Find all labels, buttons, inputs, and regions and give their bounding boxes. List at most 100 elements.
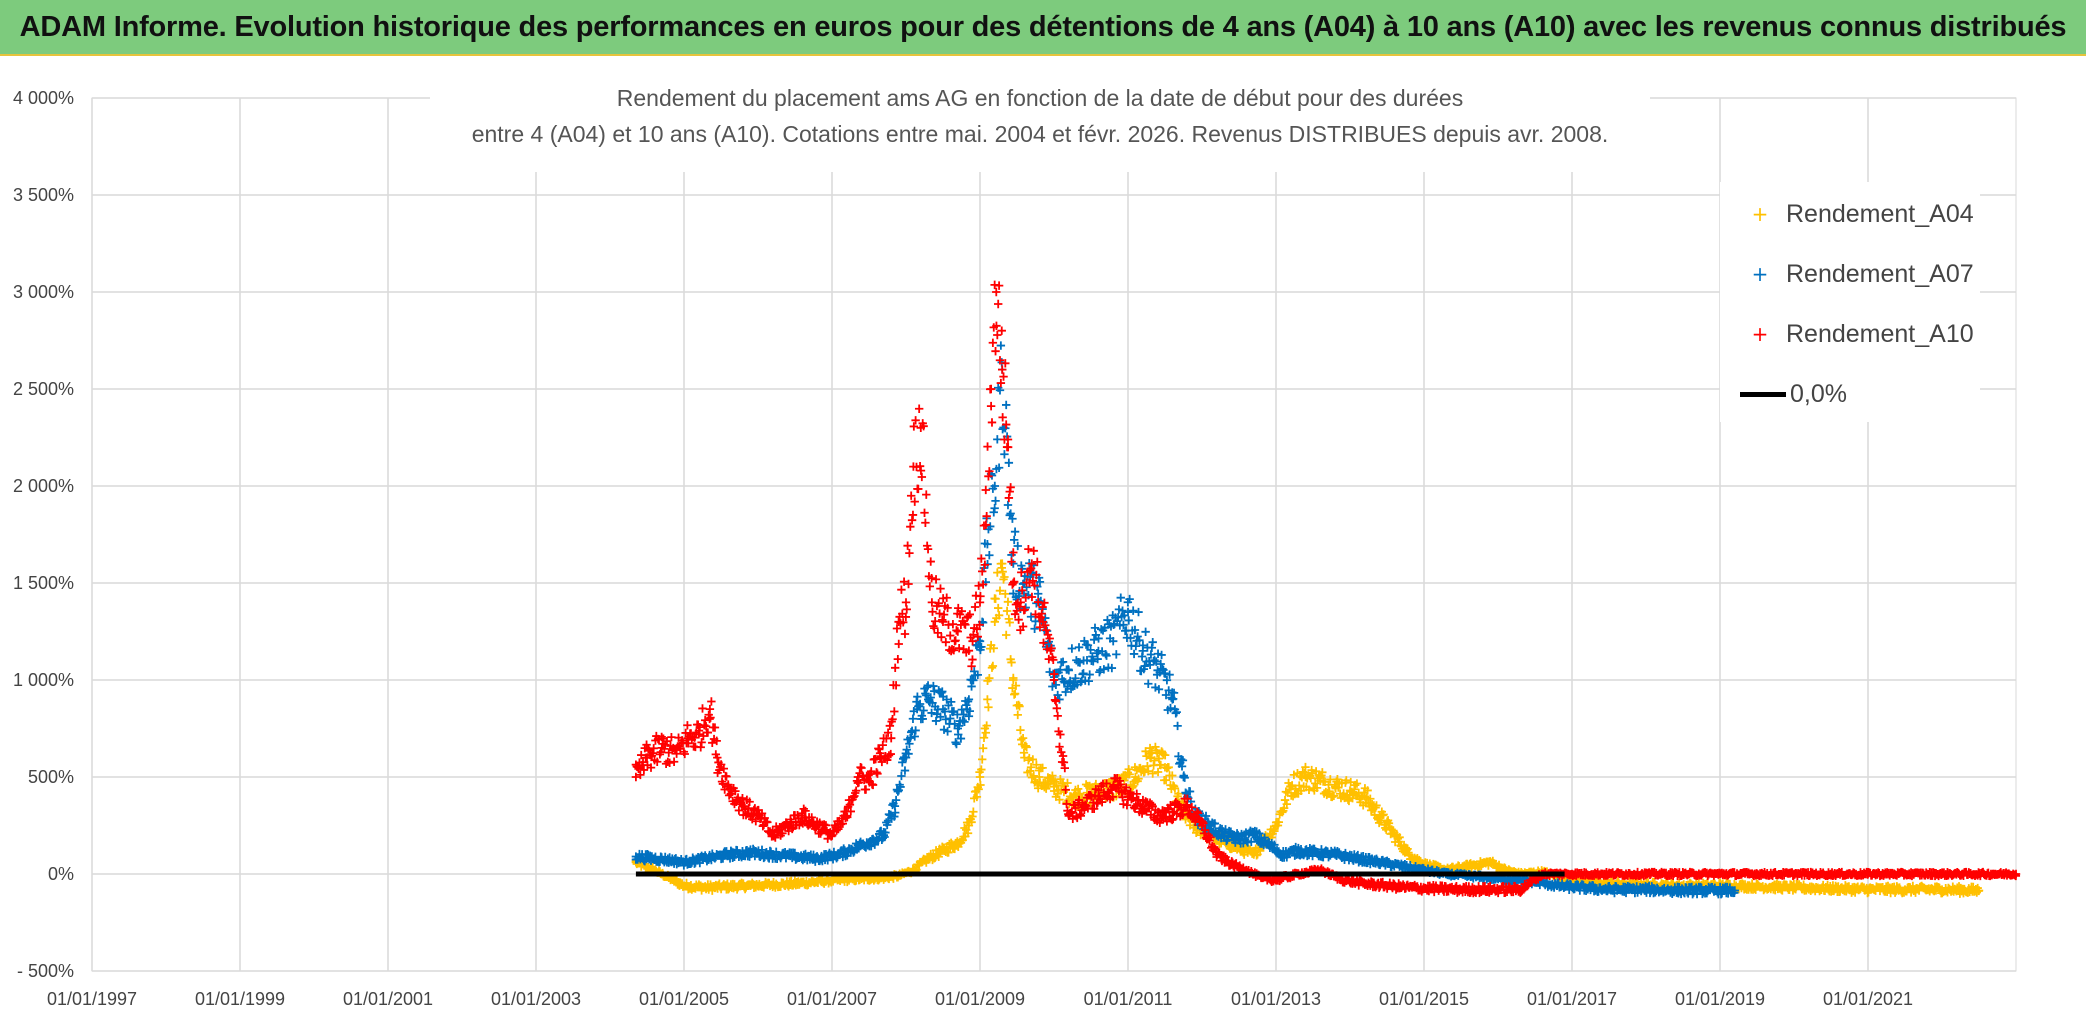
data-point (1026, 612, 1036, 621)
data-point (1160, 750, 1170, 760)
data-point (1089, 635, 1099, 644)
data-point (917, 472, 927, 482)
data-point (982, 721, 991, 730)
data-point (975, 772, 985, 782)
data-point (1013, 710, 1022, 720)
data-point (911, 726, 920, 735)
data-point (1350, 780, 1360, 790)
data-point (985, 674, 994, 683)
legend-label-a04: Rendement_A04 (1786, 199, 1974, 228)
data-point (983, 695, 992, 704)
data-point (950, 719, 959, 729)
data-point (946, 631, 955, 640)
data-point (919, 706, 928, 715)
data-point (1013, 541, 1022, 551)
data-point (941, 638, 951, 647)
data-point (959, 710, 968, 719)
data-point (1301, 772, 1310, 782)
data-point (977, 765, 986, 774)
data-point (1900, 885, 1910, 894)
data-point (1028, 755, 1038, 764)
data-point (893, 654, 903, 664)
legend-item-zero: 0,0% (1740, 374, 1847, 414)
data-point (1342, 776, 1351, 785)
data-point (927, 708, 936, 718)
data-point (1015, 702, 1024, 711)
y-tick-label: 4 000% (13, 88, 74, 108)
data-point (1094, 634, 1103, 643)
data-point (1032, 760, 1041, 769)
data-point (963, 829, 973, 838)
y-tick-label: 500% (28, 767, 74, 787)
chart-legend: + Rendement_A04 + Rendement_A07 + Rendem… (1720, 182, 1980, 422)
data-point (983, 442, 992, 451)
x-tick-label: 01/01/2017 (1527, 989, 1617, 1009)
data-point (1363, 786, 1372, 795)
x-tick-label: 01/01/2003 (491, 989, 581, 1009)
data-point (1093, 654, 1102, 664)
data-point (942, 695, 951, 704)
data-point (991, 346, 1000, 356)
series-rendement-a07 (631, 341, 1739, 899)
data-point (998, 413, 1007, 422)
data-point (926, 557, 935, 566)
data-point (989, 644, 998, 653)
data-point (946, 697, 956, 707)
data-point (988, 661, 998, 671)
data-point (1031, 777, 1040, 786)
data-point (975, 598, 985, 607)
data-point (1074, 643, 1084, 652)
data-point (1125, 770, 1134, 779)
data-point (1346, 777, 1355, 787)
data-point (1009, 578, 1018, 588)
data-point (1752, 882, 1762, 891)
x-tick-label: 01/01/2005 (639, 989, 729, 1009)
data-point (977, 642, 986, 652)
data-point (954, 643, 964, 653)
data-point (1018, 733, 1028, 743)
data-point (903, 541, 912, 550)
data-point (1298, 767, 1307, 777)
y-tick-label: 2 000% (13, 476, 74, 496)
data-point (905, 548, 914, 558)
data-point (1379, 810, 1388, 819)
data-point (994, 463, 1004, 472)
data-point (936, 712, 945, 722)
data-point (1179, 772, 1188, 782)
data-point (722, 772, 731, 781)
data-point (987, 418, 997, 427)
legend-marker-a04: + (1751, 202, 1769, 226)
data-point (1056, 774, 1065, 784)
data-point (1000, 572, 1009, 582)
data-point (1053, 690, 1062, 700)
chart-subtitle: entre 4 (A04) et 10 ans (A10). Cotations… (471, 121, 1609, 147)
x-tick-label: 01/01/1997 (47, 989, 137, 1009)
data-point (1173, 721, 1182, 731)
data-point (908, 510, 918, 520)
data-point (897, 585, 906, 594)
data-point (1086, 645, 1095, 655)
data-point (1174, 789, 1183, 798)
data-point (1067, 644, 1077, 653)
data-point (1405, 850, 1414, 859)
data-point (998, 567, 1007, 576)
data-point (1063, 778, 1072, 788)
data-point (1052, 704, 1062, 713)
data-point (1010, 689, 1020, 698)
chart-area: - 500% 0% 500% 1 000% 1 500% 2 000% 2 500% 3 00… (0, 56, 2086, 1031)
data-point (952, 739, 961, 749)
data-point (1002, 606, 1012, 616)
data-point (928, 607, 937, 616)
data-point (991, 496, 1000, 506)
data-point (995, 386, 1005, 395)
data-point (978, 744, 988, 753)
data-point (768, 880, 777, 889)
data-point (668, 875, 678, 885)
data-point (924, 854, 933, 863)
data-point (900, 766, 910, 775)
data-point (997, 326, 1006, 335)
data-point (1937, 885, 1947, 894)
plot-series (631, 280, 2021, 899)
data-point (1826, 884, 1836, 893)
data-point (1089, 657, 1098, 666)
